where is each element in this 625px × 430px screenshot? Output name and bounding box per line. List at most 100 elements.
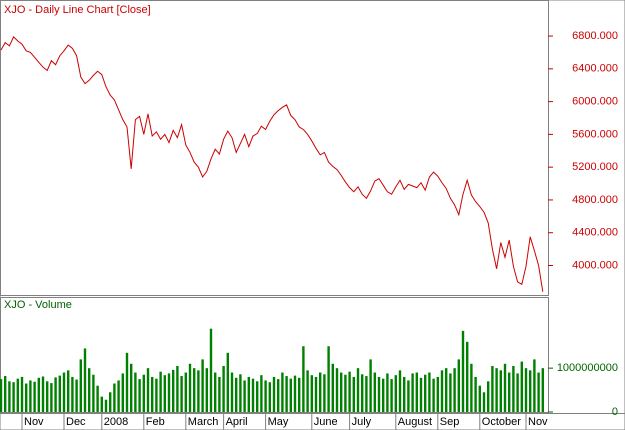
- volume-bar: [268, 382, 271, 412]
- volume-bar: [29, 380, 32, 412]
- volume-bar: [348, 371, 351, 412]
- volume-bar: [205, 368, 208, 412]
- volume-bar: [516, 373, 519, 412]
- volume-bar: [293, 375, 297, 412]
- volume-bar: [445, 368, 448, 412]
- volume-bar: [537, 372, 540, 412]
- volume-bar: [403, 376, 406, 412]
- y-tick-label: 5200.000: [572, 161, 618, 173]
- x-tick-label: August: [398, 416, 432, 428]
- volume-bar: [377, 376, 381, 412]
- y-tick-label: 1000000000: [557, 362, 618, 374]
- volume-bar: [541, 368, 544, 412]
- volume-bar: [176, 365, 179, 412]
- volume-bar: [109, 392, 112, 412]
- volume-bar: [67, 370, 70, 412]
- volume-bar: [142, 374, 145, 412]
- volume-bar: [58, 375, 61, 412]
- volume-bar: [298, 377, 301, 412]
- y-tick-label: 6400.000: [572, 63, 618, 75]
- volume-bar: [50, 383, 53, 412]
- volume-bar: [125, 352, 129, 412]
- volume-bar: [167, 373, 171, 412]
- volume-bar: [239, 374, 242, 412]
- volume-bar: [310, 375, 313, 412]
- volume-bar: [470, 363, 473, 412]
- volume-bar: [285, 376, 288, 412]
- volume-bar: [201, 359, 204, 412]
- x-tick-label: July: [352, 416, 372, 428]
- volume-bar: [37, 377, 40, 412]
- volume-bar: [226, 352, 229, 412]
- volume-bar: [529, 370, 532, 412]
- volume-bar: [197, 370, 200, 412]
- volume-bar: [356, 368, 360, 412]
- volume-bar: [281, 372, 284, 412]
- volume-bar: [8, 381, 11, 412]
- volume-bar: [394, 375, 397, 412]
- volume-bar: [4, 376, 7, 412]
- volume-bar: [214, 372, 217, 412]
- volume-bar: [369, 359, 372, 412]
- volume-bar: [230, 372, 234, 412]
- y-tick-label: 5600.000: [572, 128, 618, 140]
- volume-bar: [361, 374, 364, 412]
- volume-bar: [327, 346, 330, 412]
- volume-bar: [382, 378, 385, 412]
- volume-bar: [193, 368, 196, 412]
- volume-bar: [352, 376, 355, 412]
- volume-bar: [474, 376, 477, 412]
- volume-bar: [247, 376, 250, 412]
- volume-bar: [424, 374, 427, 412]
- volume-bar: [33, 381, 36, 412]
- volume-bar: [79, 359, 82, 412]
- volume-bar: [264, 380, 267, 412]
- x-tick-label: October: [482, 416, 521, 428]
- volume-bar: [344, 374, 347, 412]
- volume-bar: [104, 399, 108, 412]
- volume-title: XJO - Volume: [4, 299, 72, 311]
- volume-bar: [71, 376, 74, 412]
- volume-bar: [306, 370, 309, 412]
- price-plot-area: [0, 0, 549, 296]
- volume-bar: [184, 372, 187, 412]
- y-tick-label: 6800.000: [572, 30, 618, 42]
- volume-bar: [340, 372, 343, 412]
- x-tick-label: Nov: [528, 416, 548, 428]
- volume-bar: [440, 370, 444, 412]
- volume-bar: [75, 379, 78, 412]
- volume-bar: [419, 377, 423, 412]
- volume-bar: [365, 376, 368, 412]
- volume-bar: [0, 379, 3, 412]
- volume-bar: [146, 368, 150, 412]
- volume-bar: [491, 365, 494, 412]
- volume-bar: [453, 368, 456, 412]
- x-tick-label: May: [268, 416, 289, 428]
- volume-bar: [155, 378, 158, 412]
- x-tick-label: April: [226, 416, 248, 428]
- x-tick-label: Sep: [440, 416, 460, 428]
- price-title: XJO - Daily Line Chart [Close]: [4, 4, 151, 16]
- volume-bar: [272, 376, 276, 412]
- y-tick-label: 0: [612, 406, 618, 418]
- volume-bar: [16, 378, 19, 412]
- volume-bar: [256, 381, 259, 412]
- volume-bar: [407, 380, 410, 412]
- volume-bar: [432, 378, 435, 412]
- volume-bar: [20, 376, 24, 412]
- volume-bar: [151, 376, 154, 412]
- x-tick-label: March: [188, 416, 219, 428]
- y-tick-label: 4400.000: [572, 227, 618, 239]
- volume-bar: [533, 359, 536, 412]
- volume-bar: [436, 376, 439, 412]
- volume-bar: [62, 372, 66, 412]
- y-tick-label: 4000.000: [572, 259, 618, 271]
- volume-bar: [163, 375, 166, 412]
- volume-bar: [54, 377, 57, 412]
- volume-bar: [314, 376, 318, 412]
- volume-bar: [117, 380, 120, 412]
- volume-bar: [100, 396, 103, 412]
- volume-bar: [134, 372, 137, 412]
